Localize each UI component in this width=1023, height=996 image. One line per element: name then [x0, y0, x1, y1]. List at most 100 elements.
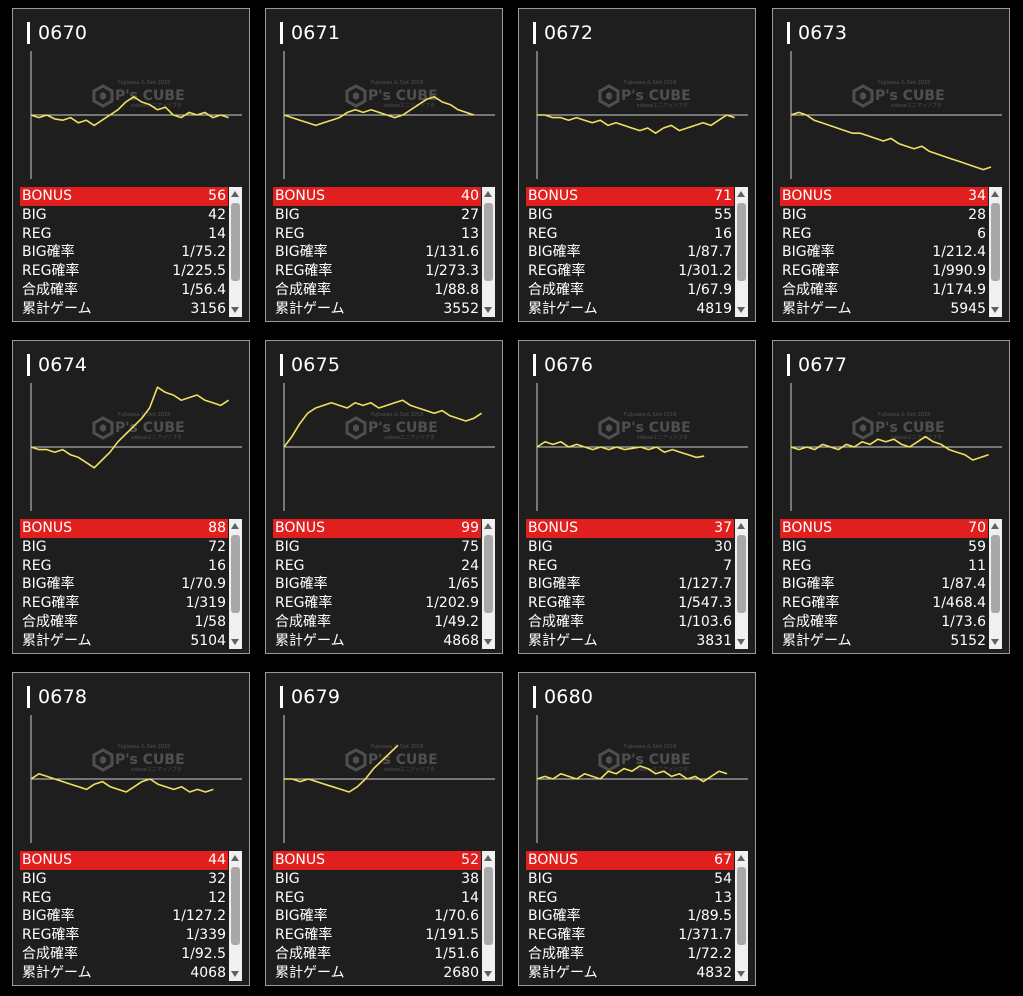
games-row: 累計ゲーム 4868: [273, 632, 481, 651]
bonus-label: BONUS: [22, 852, 72, 868]
machine-card[interactable]: 0678 Fujisawa & Slot 2018 P's CUBE sideseエ…: [12, 672, 250, 986]
machine-card[interactable]: 0673 Fujisawa & Slot 2018 P's CUBE sideseエ…: [772, 8, 1010, 322]
reg-row: REG 6: [780, 225, 988, 244]
slump-graph: Fujisawa & Slot 2018 P's CUBE sideseエニアッツブ…: [21, 381, 243, 517]
scroll-thumb[interactable]: [737, 535, 746, 613]
scroll-down-arrow-icon[interactable]: [484, 971, 492, 977]
scroll-up-arrow-icon[interactable]: [991, 191, 999, 197]
scroll-down-arrow-icon[interactable]: [737, 307, 745, 313]
scroll-down-arrow-icon[interactable]: [737, 971, 745, 977]
scroll-thumb[interactable]: [737, 203, 746, 281]
scroll-up-arrow-icon[interactable]: [484, 191, 492, 197]
big-value: 59: [968, 538, 986, 555]
title-accent: [533, 686, 536, 708]
scroll-up-arrow-icon[interactable]: [737, 523, 745, 529]
scroll-down-arrow-icon[interactable]: [484, 307, 492, 313]
watermark-brand-text: P's CUBE: [115, 420, 185, 436]
scroll-down-arrow-icon[interactable]: [231, 971, 239, 977]
scroll-thumb[interactable]: [484, 867, 493, 945]
card-header: 0677: [787, 353, 847, 377]
machine-card[interactable]: 0680 Fujisawa & Slot 2018 P's CUBE sideseエ…: [518, 672, 756, 986]
stats-scrollbar[interactable]: [229, 187, 242, 317]
scroll-down-arrow-icon[interactable]: [737, 639, 745, 645]
stats-scrollbar[interactable]: [482, 519, 495, 649]
total-rate-label: 合成確率: [528, 945, 584, 962]
reg-rate-row: REG確率 1/990.9: [780, 262, 988, 281]
scroll-up-arrow-icon[interactable]: [737, 855, 745, 861]
stats-scrollbar[interactable]: [735, 187, 748, 317]
big-rate-row: BIG確率 1/70.6: [273, 907, 481, 926]
total-rate-value: 1/174.9: [932, 281, 986, 298]
title-accent: [533, 354, 536, 376]
watermark-brand-text: P's CUBE: [621, 88, 691, 104]
machine-card[interactable]: 0670 Fujisawa & Slot 2018 P's CUBE sideseエ…: [12, 8, 250, 322]
scroll-thumb[interactable]: [231, 535, 240, 613]
title-accent: [27, 686, 30, 708]
total-rate-label: 合成確率: [275, 613, 331, 630]
stats-scrollbar[interactable]: [735, 851, 748, 981]
scroll-up-arrow-icon[interactable]: [991, 523, 999, 529]
scroll-down-arrow-icon[interactable]: [991, 307, 999, 313]
big-rate-label: BIG確率: [275, 244, 328, 261]
big-label: BIG: [782, 538, 807, 555]
scroll-down-arrow-icon[interactable]: [991, 639, 999, 645]
watermark-top-text: Fujisawa & Slot 2018: [878, 412, 930, 418]
total-rate-value: 1/67.9: [687, 281, 732, 298]
scroll-thumb[interactable]: [737, 867, 746, 945]
scroll-down-arrow-icon[interactable]: [231, 639, 239, 645]
games-row: 累計ゲーム 5945: [780, 300, 988, 319]
scroll-thumb[interactable]: [991, 203, 1000, 281]
big-rate-value: 1/127.2: [172, 908, 226, 925]
games-label: 累計ゲーム: [22, 964, 92, 981]
scroll-up-arrow-icon[interactable]: [484, 855, 492, 861]
scroll-up-arrow-icon[interactable]: [484, 523, 492, 529]
machine-card[interactable]: 0675 Fujisawa & Slot 2018 P's CUBE sideseエ…: [265, 340, 503, 654]
scroll-down-arrow-icon[interactable]: [231, 307, 239, 313]
scroll-up-arrow-icon[interactable]: [737, 191, 745, 197]
scroll-thumb[interactable]: [484, 203, 493, 281]
games-row: 累計ゲーム 3831: [526, 632, 734, 651]
reg-row: REG 11: [780, 557, 988, 576]
machine-card[interactable]: 0677 Fujisawa & Slot 2018 P's CUBE sideseエ…: [772, 340, 1010, 654]
bonus-value: 67: [714, 852, 732, 868]
games-value: 5152: [950, 632, 986, 649]
watermark-top-text: Fujisawa & Slot 2018: [624, 80, 676, 86]
slump-graph-svg: Fujisawa & Slot 2018 P's CUBEsideseエニアッツブ…: [536, 51, 748, 179]
total-rate-row: 合成確率 1/56.4: [20, 281, 228, 300]
bonus-row: BONUS 99: [273, 519, 481, 538]
stats-scrollbar[interactable]: [482, 187, 495, 317]
machine-card[interactable]: 0671 Fujisawa & Slot 2018 P's CUBE sideseエ…: [265, 8, 503, 322]
stats-scrollbar[interactable]: [482, 851, 495, 981]
watermark-brand-text: P's CUBE: [115, 752, 185, 768]
total-rate-label: 合成確率: [782, 613, 838, 630]
reg-value: 14: [461, 889, 479, 906]
big-rate-value: 1/87.7: [687, 244, 732, 261]
scroll-up-arrow-icon[interactable]: [231, 523, 239, 529]
machine-number: 0670: [38, 22, 88, 44]
slump-line: [284, 744, 399, 793]
big-rate-label: BIG確率: [782, 576, 835, 593]
reg-row: REG 7: [526, 557, 734, 576]
machine-card[interactable]: 0676 Fujisawa & Slot 2018 P's CUBE sideseエ…: [518, 340, 756, 654]
stats-scrollbar[interactable]: [229, 851, 242, 981]
slump-graph: Fujisawa & Slot 2018 P's CUBE sideseエニアッツブ…: [527, 713, 749, 849]
stats-scrollbar[interactable]: [989, 187, 1002, 317]
scroll-thumb[interactable]: [231, 203, 240, 281]
games-label: 累計ゲーム: [528, 964, 598, 981]
scroll-up-arrow-icon[interactable]: [231, 855, 239, 861]
scroll-thumb[interactable]: [991, 535, 1000, 613]
reg-rate-label: REG確率: [782, 595, 840, 612]
stats-scrollbar[interactable]: [989, 519, 1002, 649]
scroll-up-arrow-icon[interactable]: [231, 191, 239, 197]
scroll-thumb[interactable]: [484, 535, 493, 613]
stats-scrollbar[interactable]: [735, 519, 748, 649]
big-row: BIG 55: [526, 206, 734, 225]
machine-card[interactable]: 0672 Fujisawa & Slot 2018 P's CUBE sideseエ…: [518, 8, 756, 322]
machine-card[interactable]: 0679 Fujisawa & Slot 2018 P's CUBE sideseエ…: [265, 672, 503, 986]
stats-scrollbar[interactable]: [229, 519, 242, 649]
slump-line: [30, 96, 229, 127]
scroll-down-arrow-icon[interactable]: [484, 639, 492, 645]
scroll-thumb[interactable]: [231, 867, 240, 945]
machine-card[interactable]: 0674 Fujisawa & Slot 2018 P's CUBE sideseエ…: [12, 340, 250, 654]
